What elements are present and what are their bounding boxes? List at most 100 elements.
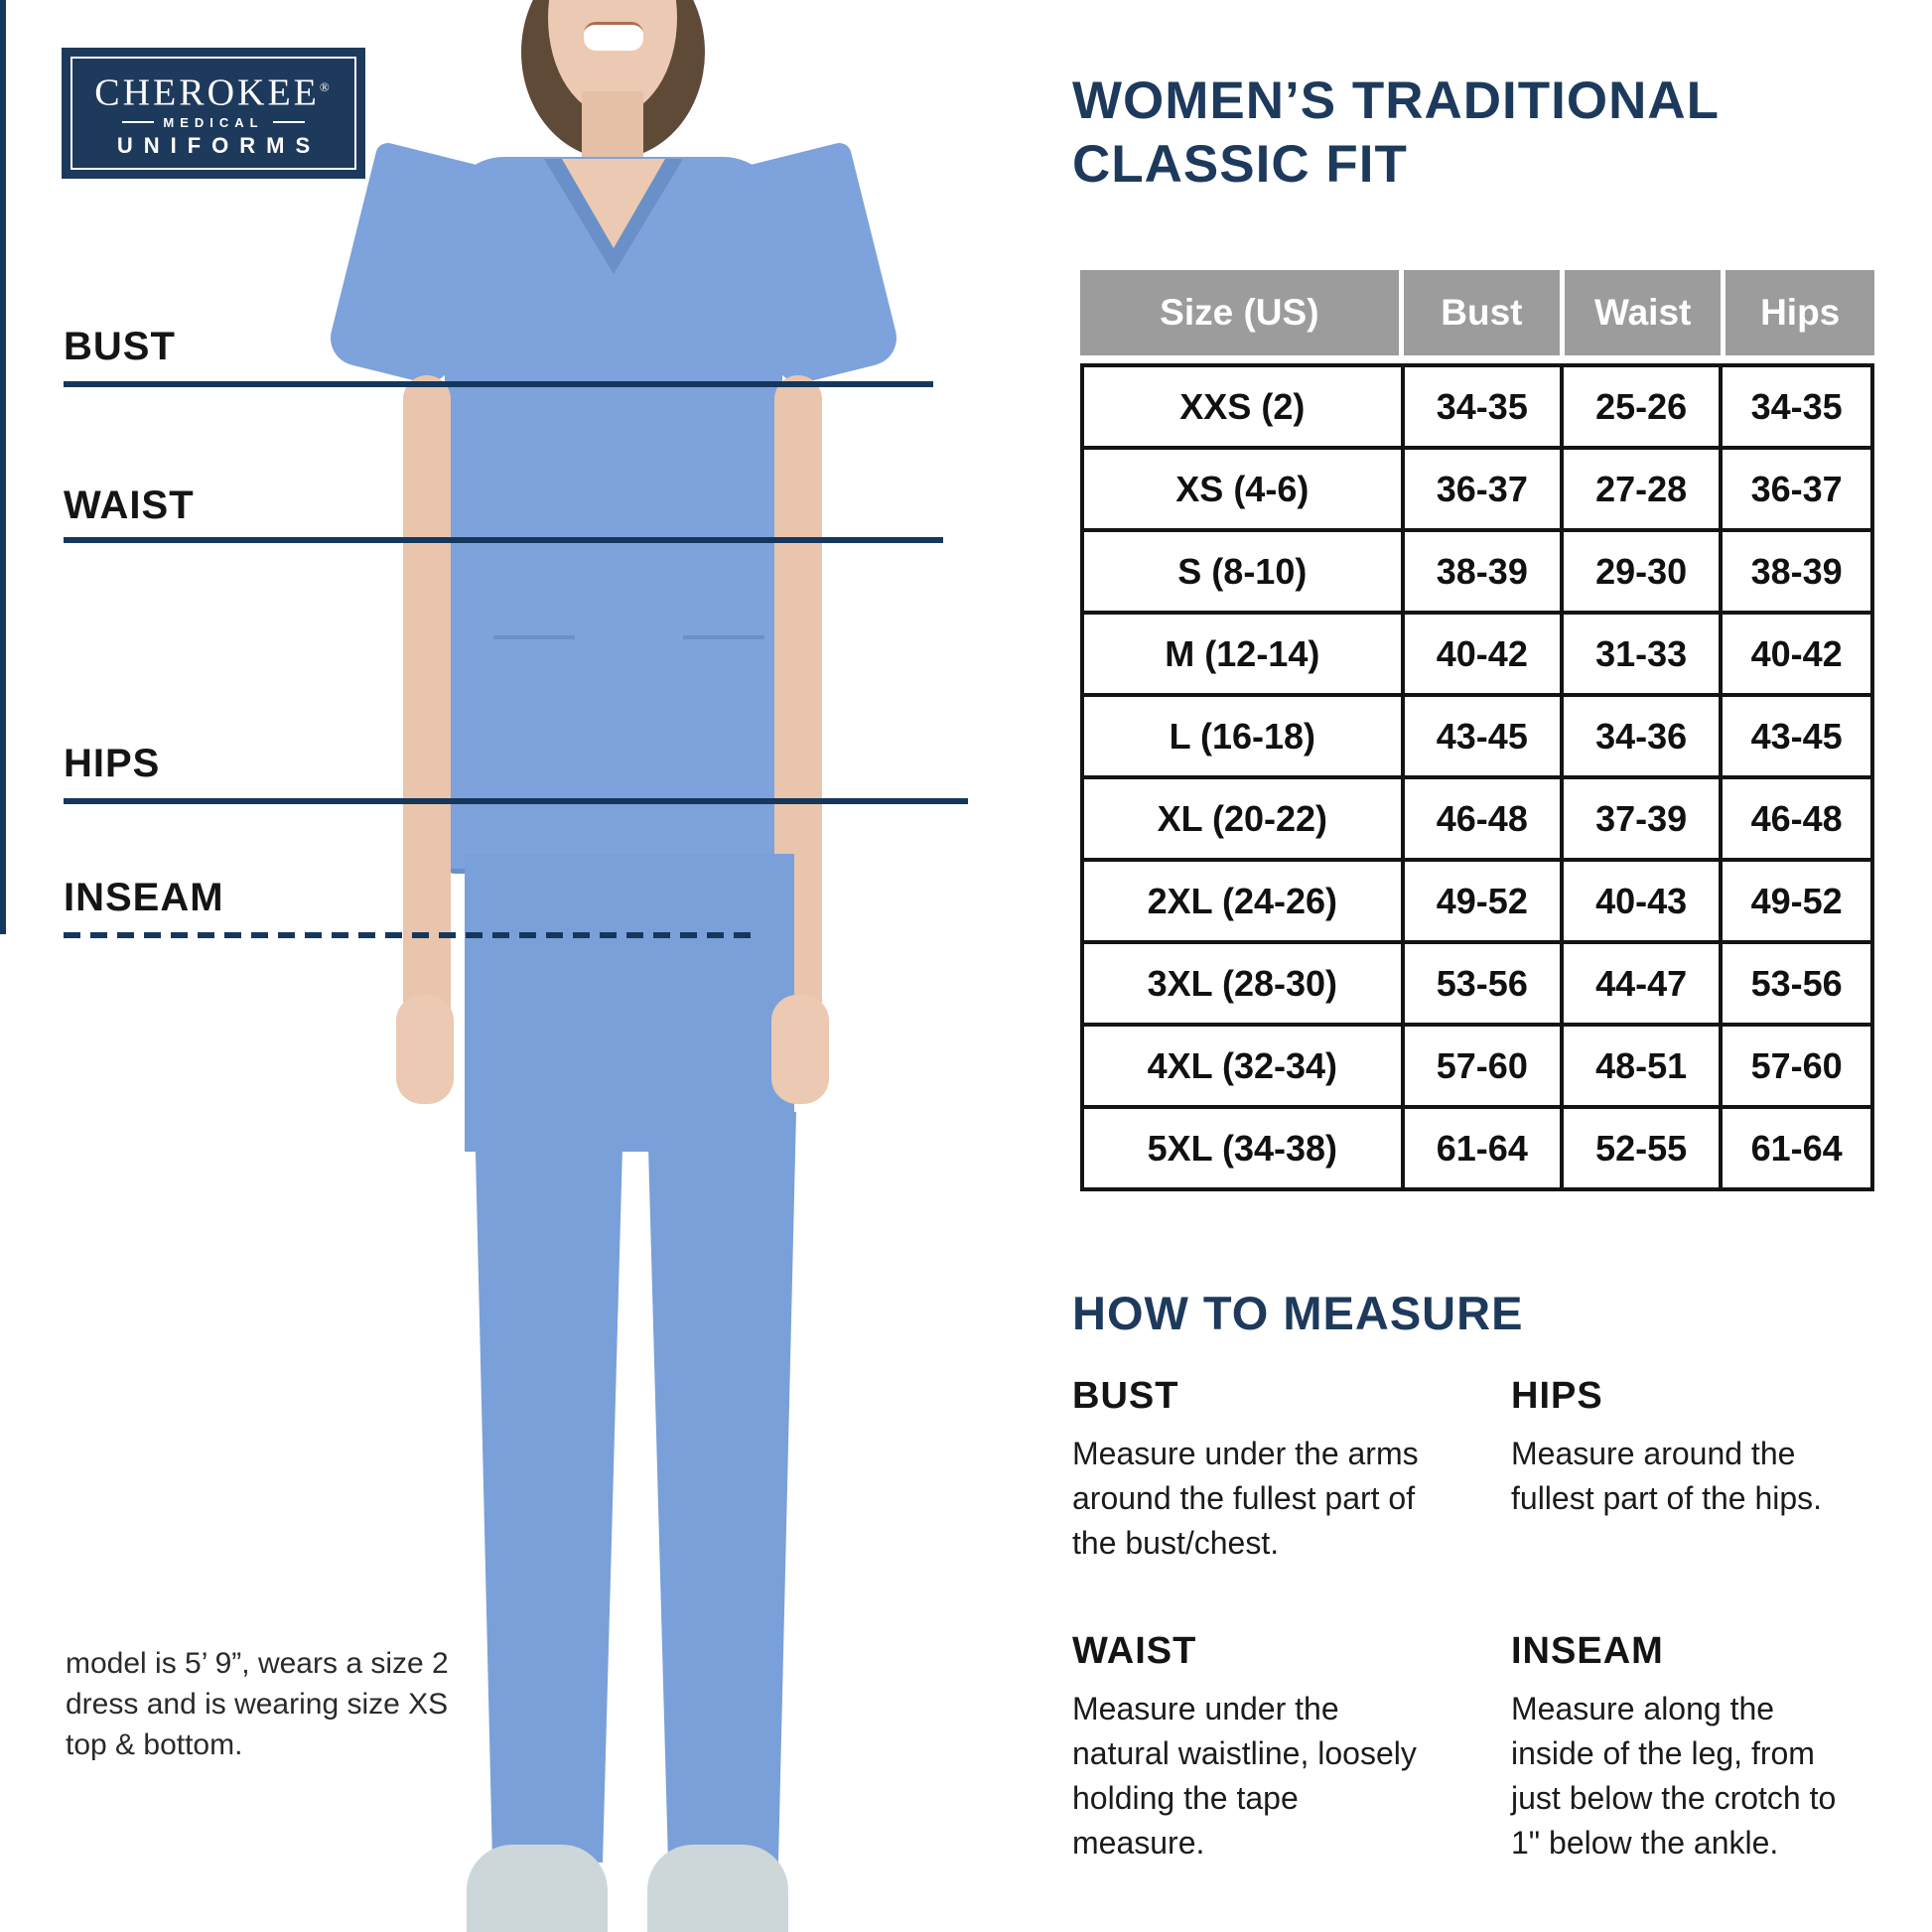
table-row: XS (4-6) 36-37 27-28 36-37	[1080, 446, 1874, 532]
scrub-vneck-skin	[562, 159, 665, 248]
table-row: S (8-10) 38-39 29-30 38-39	[1080, 528, 1874, 615]
logo-medical-row: MEDICAL	[122, 114, 305, 130]
table-cell-waist: 34-36	[1559, 693, 1724, 779]
measure-item-bust: BUST Measure under the arms around the f…	[1072, 1375, 1438, 1566]
scrub-pocket-seam-right	[683, 635, 764, 639]
table-cell-hips: 53-56	[1719, 940, 1874, 1027]
logo-uniforms-text: UNIFORMS	[116, 132, 322, 158]
table-cell-bust: 36-37	[1400, 446, 1564, 532]
table-cell-size: S (8-10)	[1080, 528, 1405, 615]
measure-item-hips: HIPS Measure around the fullest part of …	[1511, 1375, 1845, 1521]
brand-logo-frame: CHEROKEE® MEDICAL UNIFORMS	[70, 57, 356, 170]
scrub-pants-leg-right	[647, 1112, 796, 1863]
waist-guide-line	[64, 537, 943, 543]
measure-item-bust-text: Measure under the arms around the fulles…	[1072, 1436, 1419, 1561]
scrub-pants-leg-left	[475, 1112, 623, 1863]
table-cell-waist: 31-33	[1559, 611, 1724, 697]
model-hand-right	[771, 995, 829, 1104]
measure-item-hips-label: HIPS	[1511, 1375, 1603, 1417]
table-row: 4XL (32-34) 57-60 48-51 57-60	[1080, 1023, 1874, 1109]
inseam-label: INSEAM	[64, 876, 224, 919]
table-cell-size: L (16-18)	[1080, 693, 1405, 779]
page-title: WOMEN’S TRADITIONAL CLASSIC FIT	[1072, 69, 1720, 197]
size-table-body: XXS (2) 34-35 25-26 34-35 XS (4-6) 36-37…	[1080, 363, 1874, 1191]
logo-brand-text: CHEROKEE®	[94, 68, 333, 113]
table-cell-size: 4XL (32-34)	[1080, 1023, 1405, 1109]
table-cell-bust: 34-35	[1400, 363, 1564, 450]
measure-item-waist: WAIST Measure under the natural waistlin…	[1072, 1630, 1430, 1865]
table-header-cell: Hips	[1721, 270, 1874, 355]
table-cell-bust: 53-56	[1400, 940, 1564, 1027]
table-cell-hips: 38-39	[1719, 528, 1874, 615]
table-header-row: Size (US) Bust Waist Hips	[1080, 270, 1874, 355]
how-to-measure-heading: HOW TO MEASURE	[1072, 1287, 1524, 1339]
bust-guide-line	[64, 381, 933, 387]
table-row: 3XL (28-30) 53-56 44-47 53-56	[1080, 940, 1874, 1027]
bust-label: BUST	[64, 325, 176, 368]
table-header-cell: Bust	[1398, 270, 1563, 355]
size-table: Size (US) Bust Waist Hips XXS (2) 34-35 …	[1080, 270, 1874, 1191]
table-header-cell: Waist	[1560, 270, 1724, 355]
measure-item-inseam: INSEAM Measure along the inside of the l…	[1511, 1630, 1859, 1865]
table-cell-hips: 34-35	[1719, 363, 1874, 450]
logo-rule-right	[272, 121, 305, 124]
registered-mark: ®	[319, 79, 333, 95]
measure-item-waist-text: Measure under the natural waistline, loo…	[1072, 1691, 1417, 1861]
table-cell-bust: 40-42	[1400, 611, 1564, 697]
model-shoe-right	[647, 1845, 788, 1932]
logo-medical-text: MEDICAL	[163, 114, 264, 130]
model-arm-left	[403, 375, 451, 1038]
table-row: L (16-18) 43-45 34-36 43-45	[1080, 693, 1874, 779]
measure-item-hips-text: Measure around the fullest part of the h…	[1511, 1436, 1823, 1516]
table-cell-bust: 49-52	[1400, 858, 1564, 944]
inseam-vertical-line	[0, 0, 6, 934]
table-cell-hips: 57-60	[1719, 1023, 1874, 1109]
table-cell-hips: 40-42	[1719, 611, 1874, 697]
table-cell-bust: 43-45	[1400, 693, 1564, 779]
table-cell-waist: 48-51	[1559, 1023, 1724, 1109]
table-row: 5XL (34-38) 61-64 52-55 61-64	[1080, 1105, 1874, 1191]
table-cell-size: XXS (2)	[1080, 363, 1405, 450]
page-title-line2: CLASSIC FIT	[1072, 135, 1408, 194]
inseam-guide-line-dashed	[64, 932, 753, 938]
table-cell-hips: 61-64	[1719, 1105, 1874, 1191]
table-cell-waist: 40-43	[1559, 858, 1724, 944]
table-cell-hips: 49-52	[1719, 858, 1874, 944]
measure-item-inseam-label: INSEAM	[1511, 1630, 1664, 1672]
table-cell-size: XS (4-6)	[1080, 446, 1405, 532]
logo-brand-name: CHEROKEE	[94, 71, 320, 114]
scrub-pocket-seam-left	[493, 635, 575, 639]
table-cell-waist: 52-55	[1559, 1105, 1724, 1191]
model-hand-left	[396, 995, 454, 1104]
table-cell-hips: 46-48	[1719, 775, 1874, 862]
table-cell-size: M (12-14)	[1080, 611, 1405, 697]
table-row: XXS (2) 34-35 25-26 34-35	[1080, 363, 1874, 450]
table-cell-size: 2XL (24-26)	[1080, 858, 1405, 944]
model-shoe-left	[467, 1845, 608, 1932]
waist-label: WAIST	[64, 483, 195, 527]
logo-rule-left	[122, 121, 155, 124]
scrub-top	[445, 157, 782, 874]
table-row: M (12-14) 40-42 31-33 40-42	[1080, 611, 1874, 697]
table-cell-hips: 36-37	[1719, 446, 1874, 532]
measure-item-bust-label: BUST	[1072, 1375, 1179, 1417]
table-row: XL (20-22) 46-48 37-39 46-48	[1080, 775, 1874, 862]
table-cell-waist: 25-26	[1559, 363, 1724, 450]
hips-guide-line	[64, 798, 968, 804]
table-cell-size: 5XL (34-38)	[1080, 1105, 1405, 1191]
table-cell-bust: 46-48	[1400, 775, 1564, 862]
table-cell-waist: 27-28	[1559, 446, 1724, 532]
hips-label: HIPS	[64, 742, 161, 785]
table-cell-bust: 61-64	[1400, 1105, 1564, 1191]
scrub-pants-hips	[465, 854, 794, 1152]
table-cell-waist: 44-47	[1559, 940, 1724, 1027]
table-cell-size: 3XL (28-30)	[1080, 940, 1405, 1027]
model-smile	[584, 22, 643, 51]
table-cell-size: XL (20-22)	[1080, 775, 1405, 862]
measure-item-waist-label: WAIST	[1072, 1630, 1197, 1672]
model-note: model is 5’ 9”, wears a size 2 dress and…	[66, 1647, 449, 1761]
table-cell-waist: 37-39	[1559, 775, 1724, 862]
table-cell-bust: 57-60	[1400, 1023, 1564, 1109]
table-header-cell: Size (US)	[1080, 270, 1402, 355]
